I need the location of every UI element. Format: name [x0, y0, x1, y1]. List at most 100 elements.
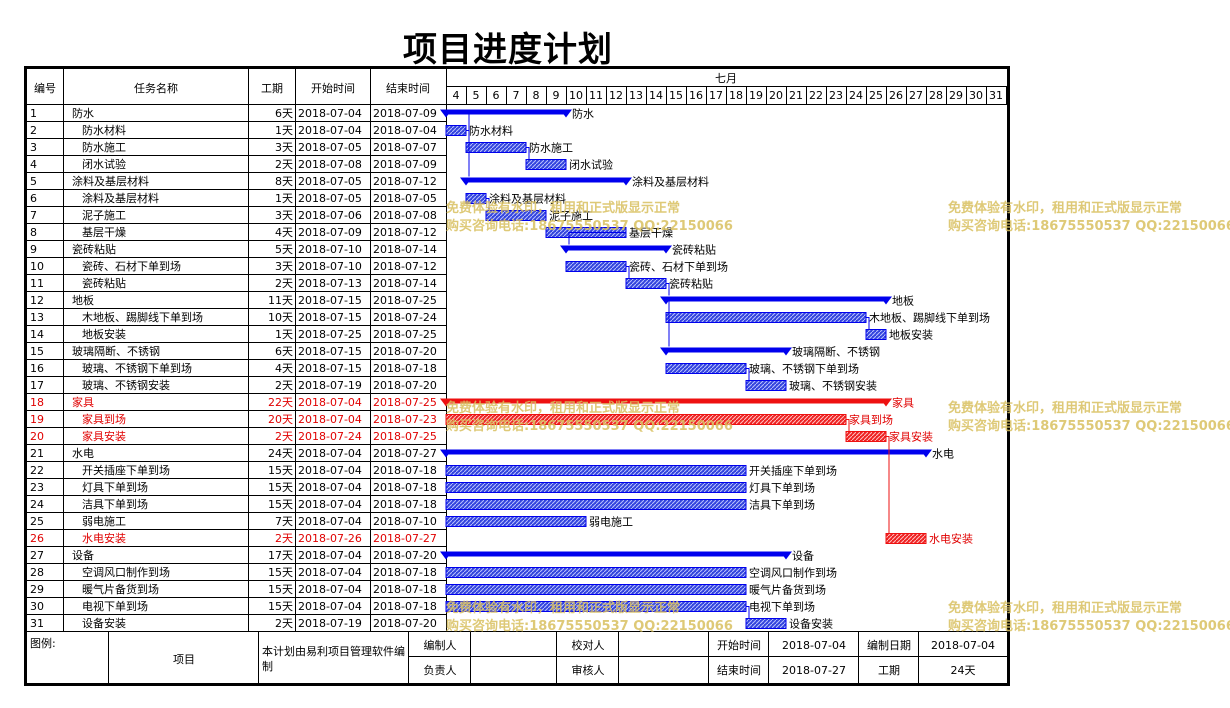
summary-bar-end: [880, 398, 892, 407]
bar-label: 瓷砖粘贴: [669, 277, 713, 291]
task-duration: 2天: [275, 617, 293, 630]
dependency-line: [668, 300, 886, 347]
task-start: 2018-07-04: [298, 413, 362, 426]
row-line: [27, 274, 446, 275]
row-line: [27, 444, 446, 445]
task-bar: [525, 159, 567, 170]
task-end: 2018-07-18: [373, 464, 437, 477]
footer-end-value: 2018-07-27: [782, 664, 846, 677]
day-tick-label: 21: [789, 89, 803, 102]
bar-label: 电视下单到场: [749, 600, 815, 614]
task-name: 涂料及基层材料: [72, 175, 149, 188]
bar-label: 泥子施工: [549, 210, 593, 223]
task-end: 2018-07-18: [373, 481, 437, 494]
task-end: 2018-07-08: [373, 209, 437, 222]
footer-column-line: [258, 631, 259, 684]
task-end: 2018-07-18: [373, 362, 437, 375]
summary-bar-end: [440, 398, 452, 407]
task-duration: 15天: [268, 464, 293, 477]
header-end: 结束时间: [386, 82, 430, 95]
summary-bar: [666, 296, 886, 302]
task-name: 电视下单到场: [82, 600, 148, 613]
task-id: 26: [30, 532, 44, 545]
owner-label: 负责人: [423, 664, 457, 677]
day-tick-label: 28: [929, 89, 943, 102]
task-name: 设备安装: [82, 617, 126, 630]
page-title: 项目进度计划: [403, 30, 613, 70]
task-name: 灯具下单到场: [82, 481, 148, 494]
task-name: 地板: [72, 294, 94, 307]
row-line: [27, 512, 446, 513]
task-duration: 11天: [268, 294, 293, 307]
task-id: 27: [30, 549, 44, 562]
summary-bar: [446, 398, 886, 404]
task-name: 防水: [72, 107, 94, 120]
task-end: 2018-07-09: [373, 107, 437, 120]
task-start: 2018-07-04: [298, 515, 362, 528]
row-line: [27, 359, 446, 360]
row-line: [27, 546, 446, 547]
row-line: [27, 155, 446, 156]
summary-bar-end: [440, 551, 452, 560]
bar-label: 设备安装: [789, 617, 833, 631]
watermark: 免费体验有水印，租用和正式版显示正常 购买咨询电话:18675550537 QQ:…: [948, 601, 1230, 634]
checker-label: 校对人: [571, 639, 605, 652]
task-bar: [745, 618, 787, 629]
day-tick-label: 20: [769, 89, 783, 102]
row-line: [27, 189, 446, 190]
day-tick-label: 25: [869, 89, 883, 102]
footer-start-label: 开始时间: [717, 639, 761, 652]
task-id: 14: [30, 328, 44, 341]
day-tick-line: [806, 86, 807, 104]
footer-column-line: [408, 631, 409, 684]
task-duration: 6天: [275, 345, 293, 358]
row-line: [27, 410, 446, 411]
task-end: 2018-07-07: [373, 141, 437, 154]
dependency-line: [846, 419, 850, 432]
row-line: [27, 240, 446, 241]
task-start: 2018-07-09: [298, 226, 362, 239]
summary-bar-end: [660, 347, 672, 356]
day-tick-label: 16: [689, 89, 703, 102]
task-bar: [665, 363, 747, 374]
day-tick-label: 12: [609, 89, 623, 102]
task-duration: 20天: [268, 413, 293, 426]
task-end: 2018-07-24: [373, 311, 437, 324]
task-bar: [625, 278, 667, 289]
row-line: [27, 529, 446, 530]
dependency-line: [526, 147, 530, 160]
summary-bar: [446, 551, 786, 557]
software-note: 本计划由易利项目管理软件编制: [262, 645, 405, 673]
task-id: 17: [30, 379, 44, 392]
task-name: 基层干燥: [82, 226, 126, 239]
watermark: 免费体验有水印，租用和正式版显示正常 购买咨询电话:18675550537 QQ:…: [446, 201, 733, 234]
summary-bar-end: [440, 449, 452, 458]
day-tick-label: 18: [729, 89, 743, 102]
day-tick-label: 13: [629, 89, 643, 102]
bar-label: 家具安装: [889, 430, 933, 444]
task-duration: 4天: [275, 226, 293, 239]
task-start: 2018-07-26: [298, 532, 362, 545]
row-line: [27, 206, 446, 207]
day-tick-label: 11: [589, 89, 603, 102]
task-start: 2018-07-04: [298, 600, 362, 613]
day-tick-line: [766, 86, 767, 104]
task-start: 2018-07-10: [298, 243, 362, 256]
task-id: 13: [30, 311, 44, 324]
header-name: 任务名称: [134, 82, 178, 95]
task-id: 19: [30, 413, 44, 426]
task-start: 2018-07-04: [298, 124, 362, 137]
day-tick-line: [926, 86, 927, 104]
task-id: 15: [30, 345, 44, 358]
dependency-line: [666, 283, 670, 296]
task-id: 6: [30, 192, 37, 205]
task-duration: 10天: [268, 311, 293, 324]
footer-date-label: 编制日期: [867, 639, 911, 652]
task-name: 设备: [72, 549, 94, 562]
task-start: 2018-07-19: [298, 379, 362, 392]
bar-label: 瓷砖粘贴: [672, 243, 716, 257]
task-id: 5: [30, 175, 37, 188]
day-tick-label: 26: [889, 89, 903, 102]
day-tick-line: [466, 86, 467, 104]
task-id: 25: [30, 515, 44, 528]
